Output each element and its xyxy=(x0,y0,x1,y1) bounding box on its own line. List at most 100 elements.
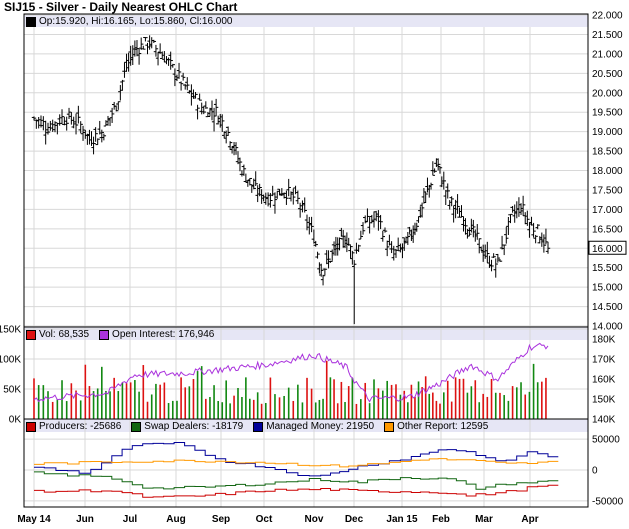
volume-bar xyxy=(450,401,453,419)
ohlc-bar xyxy=(449,196,454,207)
ohlc-bar xyxy=(241,164,247,176)
price-tick-label-8: 18.000 xyxy=(592,166,623,177)
oi-tick-label-3: 170K xyxy=(592,355,616,366)
ohlc-bar xyxy=(393,248,399,258)
ohlc-bar xyxy=(512,204,517,223)
oi-legend-text: Open Interest: 176,946 xyxy=(112,329,215,340)
volume-bar xyxy=(482,393,484,419)
volume-bar xyxy=(364,382,367,419)
ohlc-bar xyxy=(432,168,437,173)
volume-bar xyxy=(113,377,115,419)
open-interest-line xyxy=(33,342,549,403)
ohlc-bar xyxy=(423,191,428,203)
ohlc-bar xyxy=(405,231,411,245)
volume-bar xyxy=(410,384,413,419)
ohlc-bar xyxy=(533,234,538,244)
volume-bar xyxy=(454,377,457,419)
vol-tick-label-0: 0K xyxy=(9,415,22,426)
oi-tick-label-4: 180K xyxy=(592,335,616,346)
ohlc-bar xyxy=(363,215,368,224)
other-legend-text: Other Report: 12595 xyxy=(397,421,489,432)
cot-tick-label-0: 50000 xyxy=(592,435,620,446)
volume-bar xyxy=(171,400,174,419)
volume-bar xyxy=(142,365,145,419)
vol-tick-label-1: 50K xyxy=(3,385,21,396)
ohlc-bar xyxy=(302,197,307,213)
volume-bar xyxy=(301,402,304,419)
ohlc-bar xyxy=(31,116,37,121)
month-tick-label-8: Jan 15 xyxy=(386,514,418,525)
ohlc-bar xyxy=(220,114,225,132)
oi-swatch-icon xyxy=(99,329,110,340)
volume-bar xyxy=(516,387,518,419)
ohlc-bar xyxy=(387,234,392,246)
ohlc-bar xyxy=(284,190,289,205)
ohlc-bar xyxy=(237,157,243,172)
month-tick-label-2: Jul xyxy=(123,514,138,525)
ohlc-bar xyxy=(369,214,375,224)
ohlc-bar xyxy=(36,117,41,129)
ohlc-bar xyxy=(309,216,314,233)
volume-bar xyxy=(528,391,531,419)
ohlc-bar xyxy=(57,114,62,126)
volume-bar xyxy=(386,380,388,419)
ohlc-bar xyxy=(233,142,239,155)
managed-swatch-icon xyxy=(253,421,264,432)
price-tick-label-3: 15.500 xyxy=(592,263,623,274)
ohlc-bar xyxy=(174,74,180,82)
ohlc-legend-text: Op:15.920, Hi:16.165, Lo:15.860, Cl:16.0… xyxy=(39,16,233,27)
month-tick-label-10: Mar xyxy=(475,514,493,525)
ohlc-bar xyxy=(52,121,58,133)
ohlc-bar xyxy=(64,116,69,131)
month-tick-label-9: Feb xyxy=(432,514,450,525)
month-tick-label-5: Oct xyxy=(256,514,273,525)
ohlc-bar xyxy=(384,240,390,257)
volume-bar xyxy=(192,379,195,419)
ohlc-bar xyxy=(414,222,419,232)
ohlc-bar xyxy=(350,250,355,265)
ohlc-bar xyxy=(382,227,388,233)
ohlc-bar xyxy=(109,107,115,123)
ohlc-bar xyxy=(356,244,361,252)
volume-bar xyxy=(318,399,321,419)
price-tick-label-6: 17.000 xyxy=(592,205,623,216)
ohlc-bar xyxy=(395,237,401,251)
volume-bar xyxy=(414,396,416,419)
volume-bar xyxy=(336,403,339,419)
ohlc-bar xyxy=(50,119,55,132)
ohlc-bar xyxy=(89,131,94,146)
ohlc-bar xyxy=(435,158,441,171)
ohlc-bar xyxy=(205,112,211,118)
volume-bar xyxy=(209,397,211,419)
last-price-label: 16.000 xyxy=(592,244,623,255)
ohlc-bar xyxy=(59,109,65,125)
ohlc-bar xyxy=(320,274,326,286)
cot-legend: Producers: -25686 Swap Dealers: -18179 M… xyxy=(26,420,588,433)
ohlc-bar xyxy=(73,113,79,135)
oi-tick-label-0: 140K xyxy=(592,415,616,426)
volume-bar xyxy=(351,377,354,419)
ohlc-bar xyxy=(43,120,48,145)
month-tick-label-4: Sep xyxy=(212,514,230,525)
month-tick-label-3: Aug xyxy=(166,514,185,525)
cot-line-producers xyxy=(34,484,559,498)
volume-bar xyxy=(297,384,299,419)
volume-bar xyxy=(435,400,438,419)
volume-bar xyxy=(474,380,477,419)
ohlc-bar xyxy=(55,122,60,135)
ohlc-bar xyxy=(477,238,482,254)
ohlc-bar xyxy=(307,216,312,235)
volume-bar xyxy=(180,377,182,419)
vol-tick-label-3: 150K xyxy=(0,325,21,336)
ohlc-bar xyxy=(168,51,173,70)
ohlc-bar xyxy=(365,208,370,222)
volume-bar xyxy=(105,390,107,419)
ohlc-bar xyxy=(147,35,152,50)
volume-bar xyxy=(403,390,406,419)
ohlc-bar xyxy=(38,115,44,128)
ohlc-bar xyxy=(162,51,167,63)
volume-bar xyxy=(486,396,489,419)
volume-bar xyxy=(117,391,120,419)
ohlc-bar xyxy=(346,237,351,246)
volume-bar xyxy=(176,400,178,419)
